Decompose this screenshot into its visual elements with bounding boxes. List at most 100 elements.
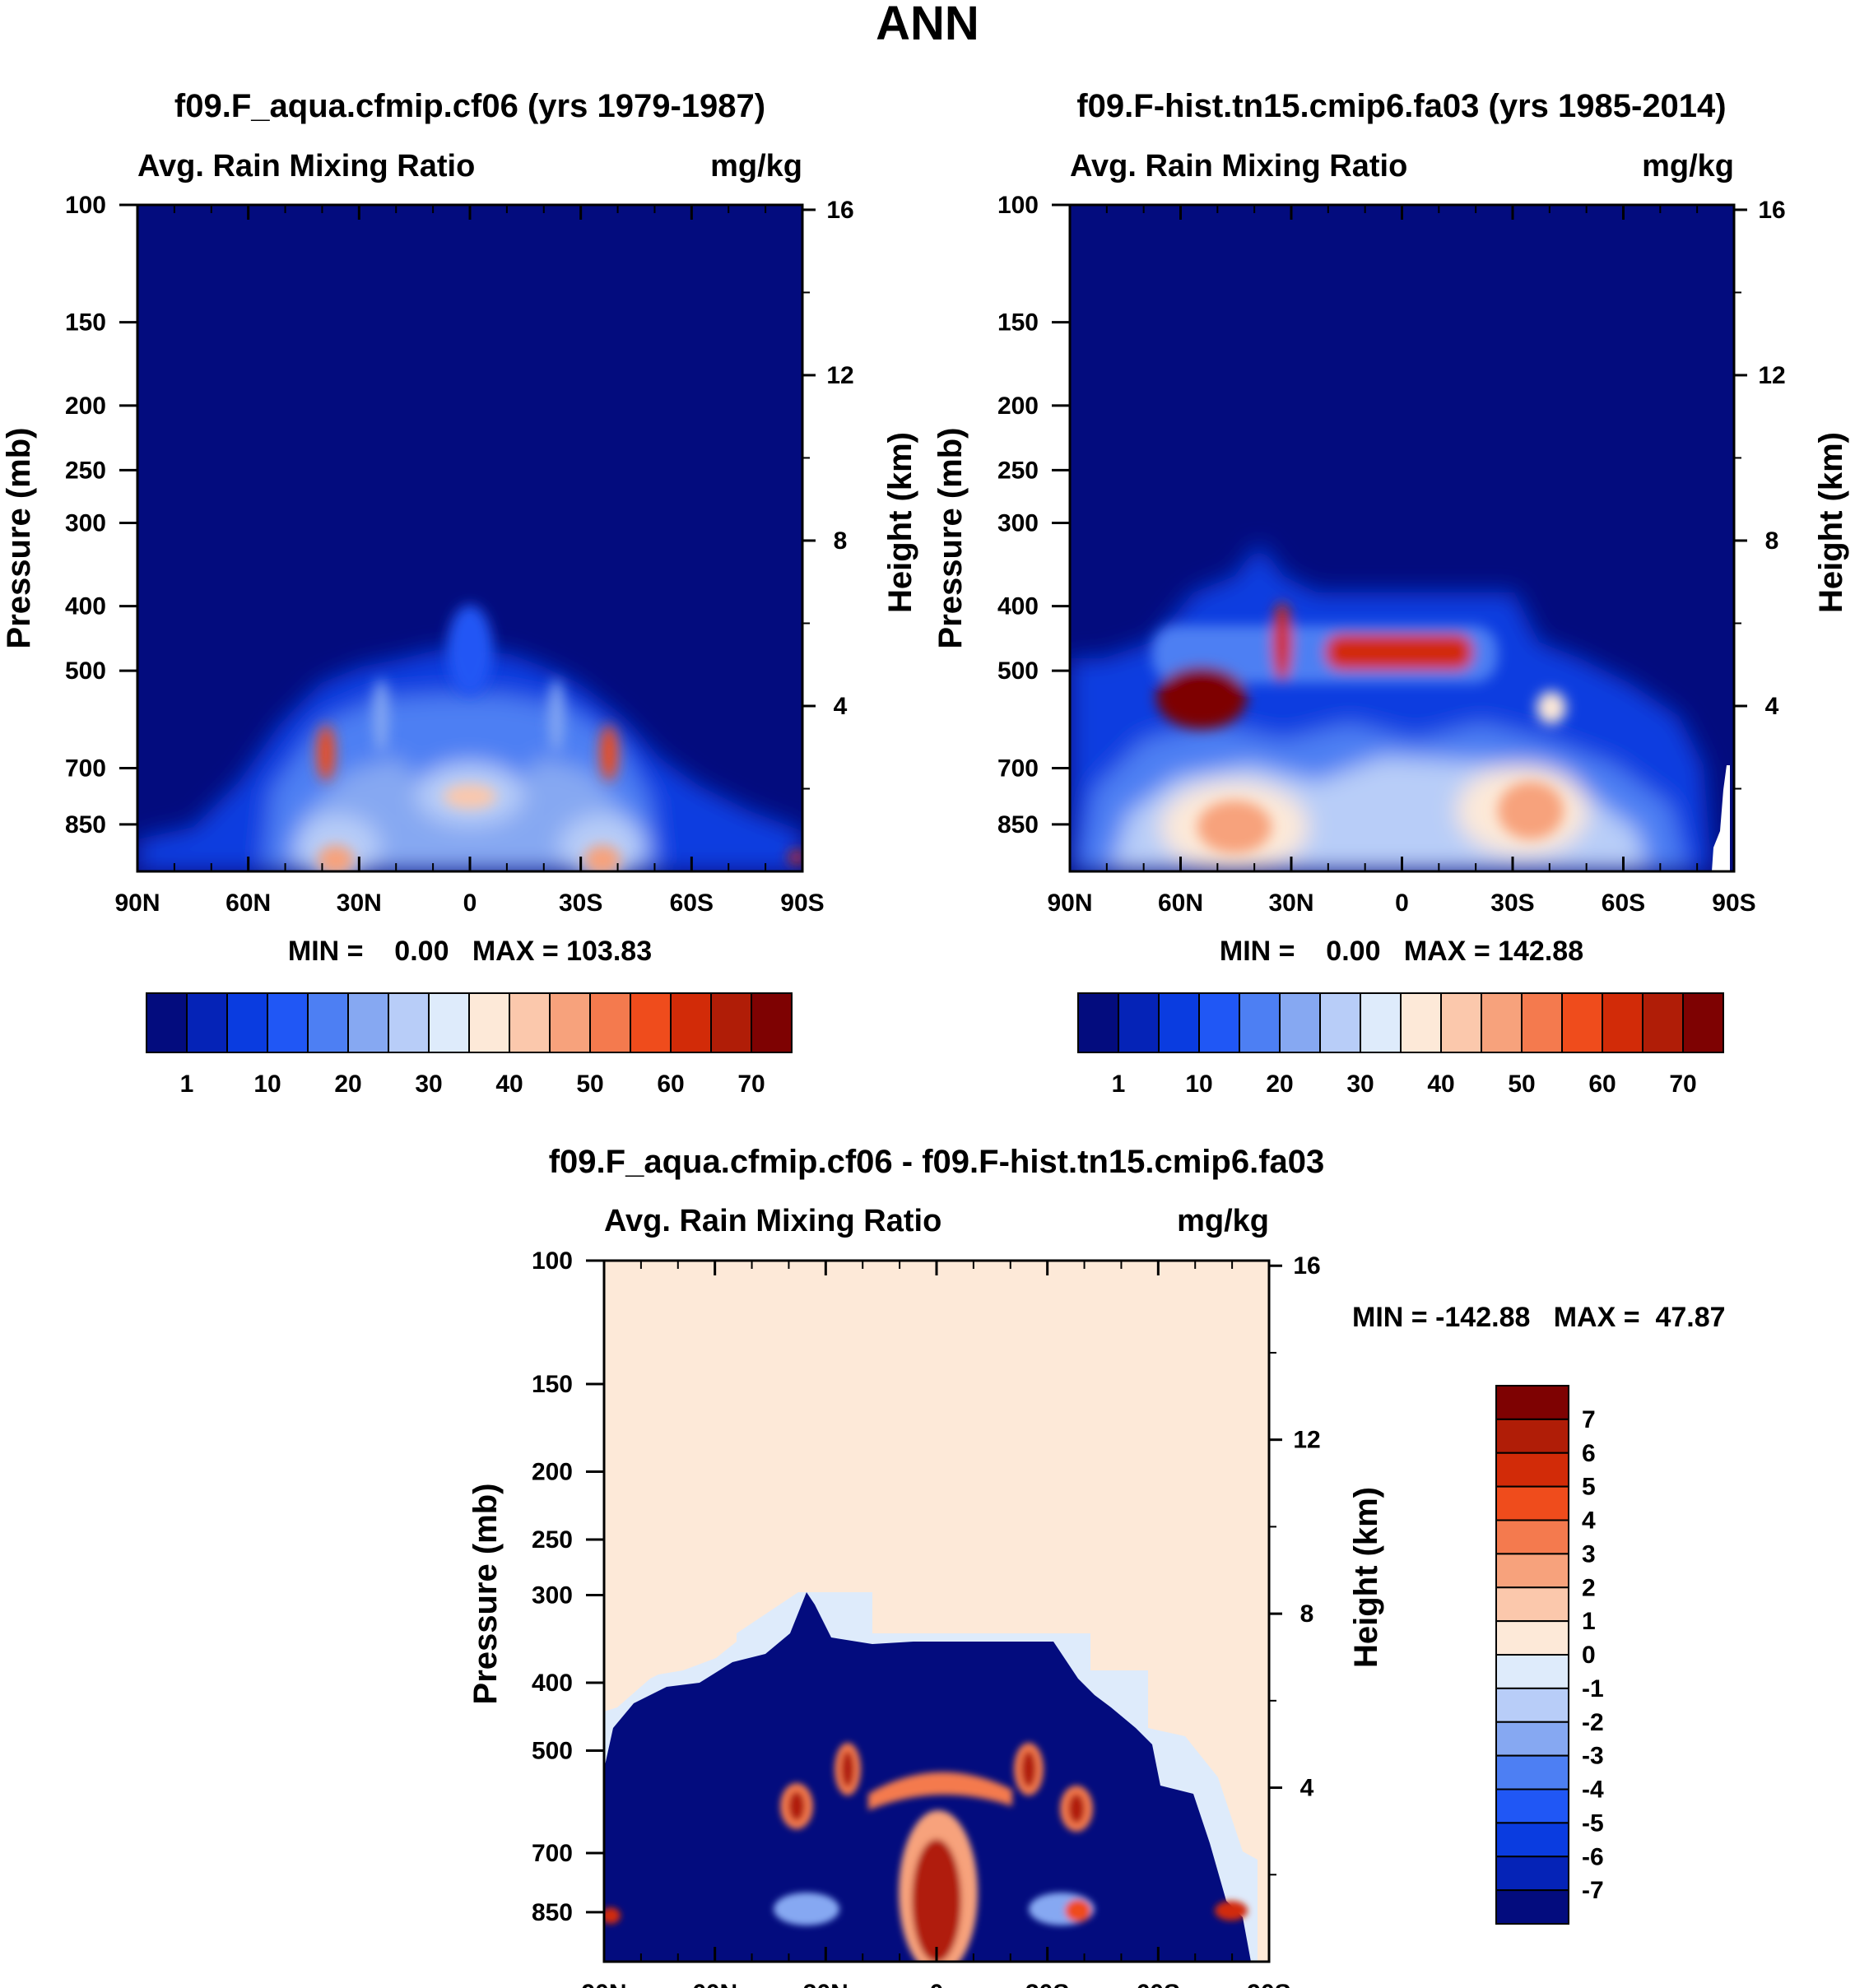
x-tick-label: 30N — [803, 1980, 848, 1988]
colorbar-label: 70 — [1669, 1071, 1696, 1098]
x-tick-label: 0 — [463, 889, 477, 917]
colorbar-box — [1495, 1485, 1569, 1521]
tower-30n — [1272, 602, 1292, 681]
colorbar-label: 5 — [1582, 1474, 1596, 1501]
x-tick-label: 90N — [581, 1980, 626, 1988]
y-tick-label: 300 — [532, 1582, 573, 1609]
panel-subtitle-variable: Avg. Rain Mixing Ratio — [137, 149, 475, 183]
colorbar-box — [1495, 1385, 1569, 1420]
colorbar-box — [1495, 1788, 1569, 1824]
spot-60s — [1537, 691, 1566, 724]
corner-spot — [788, 851, 802, 864]
colorbar-box — [1682, 992, 1724, 1053]
colorbar-box — [509, 992, 551, 1053]
colorbar-box — [1360, 992, 1402, 1053]
y-tick-label: 200 — [65, 392, 106, 420]
y-tick-label: 100 — [532, 1247, 573, 1275]
colorbar-label: -7 — [1582, 1877, 1604, 1904]
contour-field — [1070, 205, 1734, 871]
panel-subtitle-units: mg/kg — [710, 149, 802, 183]
colorbar-box — [1319, 992, 1361, 1053]
colorbar-box — [1495, 1856, 1569, 1892]
tower-right-2 — [549, 679, 564, 753]
y-tick-label: 300 — [997, 509, 1039, 536]
y-right-tick-label: 8 — [1765, 527, 1779, 555]
colorbar-box — [226, 992, 268, 1053]
colorbar-box — [1495, 1654, 1569, 1689]
y-tick-label: 500 — [65, 657, 106, 685]
x-tick-label: 60N — [1158, 889, 1203, 917]
peak-right-low — [584, 845, 621, 871]
colorbar-label: 0 — [1582, 1642, 1596, 1669]
y-tick-label: 700 — [65, 755, 106, 783]
colorbar-box — [1495, 1822, 1569, 1858]
panel-title: f09.F-hist.tn15.cmip6.fa03 (yrs 1985-201… — [1076, 88, 1726, 124]
y-right-tick-label: 16 — [826, 197, 853, 224]
figure-title: ANN — [876, 0, 979, 50]
x-tick-label: 90N — [1047, 889, 1092, 917]
colorbar-box — [388, 992, 430, 1053]
y-tick-label: 700 — [532, 1840, 573, 1867]
colorbar-box — [1118, 992, 1160, 1053]
y-axis-label-right: Height (km) — [1813, 432, 1849, 613]
colorbar-label: -1 — [1582, 1675, 1604, 1702]
colorbar-box — [670, 992, 712, 1053]
mid-level-core — [1325, 634, 1473, 671]
x-tick-label: 90N — [114, 889, 160, 917]
colorbar-box — [1481, 992, 1523, 1053]
axes-ticks: 90N 60N 30N 0 30S 60S 90S 100 150 200 250 300 400 500… — [997, 192, 1786, 917]
field-sharp-layer — [1152, 602, 1566, 853]
panel-difference: f09.F_aqua.cfmip.cf06 - f09.F-hist.tn15.… — [467, 1144, 1726, 1988]
tower-left — [317, 725, 335, 781]
x-tick-label: 90S — [780, 889, 824, 917]
edge-right-spot — [1215, 1901, 1248, 1921]
x-tick-label: 0 — [1395, 889, 1409, 917]
colorbar-box — [630, 992, 672, 1053]
colorbar-label: -4 — [1582, 1777, 1604, 1804]
colorbar-label: 1 — [180, 1071, 194, 1098]
peak-equator — [444, 784, 496, 809]
colorbar-box — [1495, 1889, 1569, 1925]
colorbar-label: 6 — [1582, 1440, 1596, 1467]
y-right-tick-label: 16 — [1293, 1252, 1320, 1280]
colorbar-label: 20 — [334, 1071, 361, 1098]
colorbar-label: 70 — [737, 1071, 765, 1098]
colorbar-box — [1602, 992, 1643, 1053]
colorbar-label: 4 — [1582, 1507, 1596, 1535]
colorbar-box — [307, 992, 349, 1053]
axes-ticks: 90N 60N 30N 0 30S 60S 90S 100 150 200 250 300 400 500… — [65, 192, 854, 917]
colorbar: 1 10 20 30 40 50 60 70 — [146, 992, 793, 1098]
y-axis-label-right: Height (km) — [882, 432, 918, 613]
y-axis-label: Pressure (mb) — [1, 428, 37, 649]
y-tick-label: 400 — [532, 1670, 573, 1697]
colorbar-label: 40 — [1427, 1071, 1454, 1098]
panel-model-1: f09.F_aqua.cfmip.cf06 (yrs 1979-1987) Av… — [1, 88, 918, 1098]
peak-right-low — [1498, 782, 1564, 839]
pos-equator-arch — [868, 1772, 1012, 1810]
pos-30n-core — [841, 1751, 854, 1787]
colorbar-label: 10 — [1185, 1071, 1212, 1098]
colorbar-box — [1495, 1754, 1569, 1791]
colorbar-label: 7 — [1582, 1406, 1596, 1433]
colorbar-box — [1077, 992, 1119, 1053]
y-tick-label: 850 — [532, 1899, 573, 1926]
colorbar-box — [1495, 1721, 1569, 1757]
x-tick-label: 30S — [1025, 1980, 1069, 1988]
colorbar-label: 20 — [1266, 1071, 1293, 1098]
x-tick-label: 30N — [337, 889, 382, 917]
missing-data-region — [1712, 765, 1730, 871]
y-right-tick-label: 12 — [1758, 362, 1785, 389]
left-max — [1156, 667, 1247, 729]
contour-field — [137, 205, 802, 871]
y-axis-label: Pressure (mb) — [467, 1484, 504, 1705]
pos-left-core — [788, 1791, 805, 1821]
colorbar-box — [549, 992, 591, 1053]
y-right-tick-label: 12 — [1293, 1427, 1320, 1454]
colorbar: 1 10 20 30 40 50 60 70 — [1077, 992, 1724, 1098]
pos-right-core — [1021, 1751, 1036, 1787]
panel-subtitle-variable: Avg. Rain Mixing Ratio — [604, 1204, 941, 1238]
y-axis-label-right: Height (km) — [1348, 1487, 1384, 1668]
colorbar-label: 50 — [1508, 1071, 1535, 1098]
colorbar-box — [1495, 1418, 1569, 1454]
